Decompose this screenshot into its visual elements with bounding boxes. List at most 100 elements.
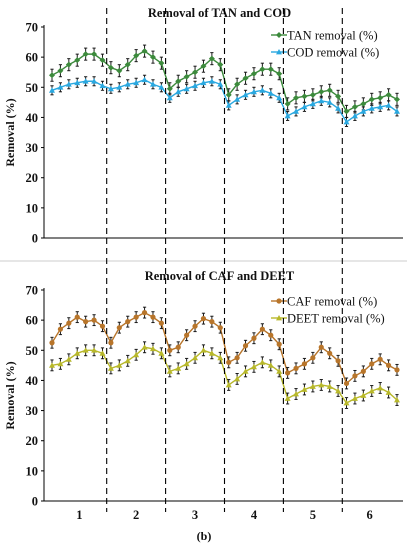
data-point <box>377 103 384 110</box>
data-point <box>166 85 173 92</box>
chart-title: Removal of TAN and COD <box>148 6 291 20</box>
data-point <box>166 368 173 374</box>
data-point <box>57 326 64 332</box>
legend-swatch-marker <box>276 32 282 38</box>
data-point <box>318 381 325 388</box>
data-point <box>158 84 165 90</box>
data-point <box>116 362 123 368</box>
data-point <box>335 358 341 364</box>
data-point <box>74 350 81 356</box>
y-tick-label: 50 <box>26 344 39 358</box>
data-point <box>301 386 308 392</box>
y-tick-label: 0 <box>32 232 38 246</box>
data-point <box>259 66 266 73</box>
data-point <box>234 375 241 382</box>
y-tick-label: 20 <box>26 434 39 448</box>
y-tick-label: 10 <box>26 201 39 215</box>
data-point <box>293 390 300 397</box>
data-point <box>82 347 89 353</box>
data-point <box>351 395 358 401</box>
data-point <box>91 78 98 84</box>
data-point <box>309 100 316 107</box>
data-point <box>208 78 215 84</box>
group-label: 6 <box>367 508 373 522</box>
data-point <box>368 387 375 394</box>
data-point <box>335 387 342 394</box>
data-point <box>276 94 283 101</box>
data-point <box>74 57 81 64</box>
figure-caption: (b) <box>197 529 212 543</box>
data-point <box>183 73 190 80</box>
legend: TAN removal (%) COD removal (%) <box>271 29 379 60</box>
data-point <box>217 354 224 361</box>
data-point <box>259 87 266 93</box>
data-point <box>250 363 257 370</box>
data-point <box>183 360 190 367</box>
data-point <box>49 362 55 368</box>
data-point <box>318 88 325 95</box>
data-point <box>116 325 122 331</box>
y-axis-label: Removal (%) <box>3 361 17 429</box>
data-point <box>250 70 257 77</box>
data-point <box>124 61 131 68</box>
y-tick-label: 30 <box>26 141 39 155</box>
legend-label: DEET removal (%) <box>287 312 385 326</box>
data-point <box>99 350 106 356</box>
data-point <box>293 365 299 371</box>
data-point <box>108 340 114 346</box>
data-point <box>394 397 400 403</box>
data-point <box>49 72 55 79</box>
data-point <box>301 93 308 100</box>
data-point <box>234 81 241 88</box>
data-point <box>82 51 89 58</box>
data-point <box>377 384 384 391</box>
data-point <box>125 319 131 325</box>
caf-deet-chart: Removal of CAF and DEET Removal (%) 0 10 20 3… <box>3 269 403 509</box>
data-point <box>65 61 72 68</box>
data-point <box>116 84 123 90</box>
group-label: 1 <box>76 508 82 522</box>
data-point <box>200 316 207 322</box>
data-point <box>284 100 291 107</box>
data-point <box>351 112 358 119</box>
data-point <box>276 70 283 77</box>
data-point <box>149 81 156 87</box>
data-point <box>149 345 156 352</box>
data-point <box>335 105 342 111</box>
y-tick-label: 10 <box>26 464 39 478</box>
data-point <box>217 61 224 68</box>
data-point <box>394 367 400 373</box>
group-label: 4 <box>251 508 258 522</box>
data-point <box>107 64 114 71</box>
data-point <box>149 54 156 61</box>
y-tick-label: 70 <box>26 21 39 35</box>
y-tick-label: 60 <box>26 51 39 65</box>
data-point <box>133 314 139 320</box>
data-point <box>343 108 350 115</box>
data-point <box>66 320 72 326</box>
data-point <box>226 359 232 365</box>
data-point <box>91 317 97 323</box>
chart-title: Removal of CAF and DEET <box>145 269 295 283</box>
group-label: 3 <box>192 508 198 522</box>
data-point <box>65 356 72 362</box>
group-label: 2 <box>133 508 139 522</box>
legend-swatch-marker <box>276 49 282 55</box>
data-point <box>377 94 384 101</box>
tan-cod-chart: Removal of TAN and COD Removal (%) 0 10 20 30… <box>3 6 403 246</box>
data-point <box>141 48 148 55</box>
data-point <box>150 314 156 320</box>
data-point <box>49 340 55 346</box>
data-point <box>200 347 207 353</box>
data-point <box>208 350 215 356</box>
data-point <box>234 96 241 102</box>
data-point <box>250 88 257 95</box>
data-point <box>309 383 316 389</box>
data-point <box>394 96 400 103</box>
y-tick-label: 60 <box>26 314 39 328</box>
data-point <box>217 325 223 331</box>
data-point <box>74 79 81 86</box>
data-point <box>192 354 199 361</box>
data-point <box>343 400 350 406</box>
data-point <box>369 361 375 367</box>
